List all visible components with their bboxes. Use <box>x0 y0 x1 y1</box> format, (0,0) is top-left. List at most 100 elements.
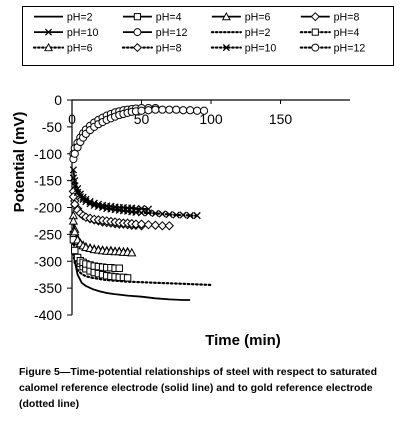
legend-swatch-marker <box>310 12 320 22</box>
y-tick-label: -400 <box>34 307 62 323</box>
data-point <box>179 211 187 219</box>
data-point <box>158 210 167 218</box>
legend-swatch-marker <box>311 43 320 52</box>
legend-entry: pH=12 <box>122 27 188 39</box>
legend-entry: pH=2 <box>210 27 271 39</box>
data-point <box>70 226 80 236</box>
legend-swatch-marker <box>133 13 142 21</box>
data-point <box>98 203 107 212</box>
legend-label: pH=10 <box>245 42 277 54</box>
legend-label: pH=12 <box>156 27 188 39</box>
data-point <box>137 106 146 115</box>
data-point <box>136 219 147 229</box>
data-point <box>123 274 132 282</box>
legend-swatch-marker <box>44 42 53 52</box>
series-gold-pH-8 <box>68 192 175 231</box>
x-tick-label: 0 <box>68 111 76 127</box>
data-point <box>71 182 79 190</box>
y-axis-title: Potential (mV) <box>11 112 28 213</box>
y-tick-label: -100 <box>34 146 62 162</box>
legend-label: pH=2 <box>67 12 93 24</box>
legend-label: pH=8 <box>156 42 182 54</box>
chart-legend: pH=2 pH=4 pH=6 pH=8 pH=10 pH=12 pH=2 pH=4 pH=6 pH… <box>22 6 394 66</box>
data-point <box>186 106 195 115</box>
y-tick-label: -250 <box>34 226 62 242</box>
data-point <box>115 264 123 272</box>
legend-swatch-marker <box>132 43 142 53</box>
legend-entry: pH=10 <box>34 27 99 39</box>
data-point <box>199 106 209 115</box>
x-tick-label: 100 <box>199 111 223 127</box>
series-gold-pH-4 <box>69 236 123 272</box>
series-calomel-pH-10 <box>69 166 153 213</box>
data-point <box>127 247 137 257</box>
legend-entry: pH=2 <box>34 12 93 24</box>
legend-entry: pH=8 <box>300 12 360 24</box>
data-point <box>82 197 90 206</box>
x-tick-label: 150 <box>269 111 293 127</box>
data-point <box>193 106 202 115</box>
data-point <box>86 200 94 208</box>
data-point <box>151 209 160 218</box>
data-point <box>143 219 154 230</box>
data-point <box>172 211 180 219</box>
y-tick-label: -300 <box>34 253 62 269</box>
legend-entry: pH=6 <box>211 11 271 24</box>
data-point <box>71 246 79 255</box>
data-point <box>165 105 174 114</box>
legend-label: pH=6 <box>67 42 93 54</box>
series-gold-pH-12 <box>69 105 209 164</box>
data-point <box>150 220 161 230</box>
legend-entry: pH=10 <box>210 42 277 54</box>
series-gold-pH-6 <box>68 216 137 257</box>
legend-label: pH=12 <box>334 42 366 54</box>
data-point <box>165 210 173 219</box>
series-line <box>72 252 213 286</box>
data-point <box>172 105 181 114</box>
data-point <box>90 201 98 210</box>
legend-entry: pH=4 <box>122 12 182 24</box>
data-point <box>179 106 188 115</box>
data-point <box>68 216 79 225</box>
data-point <box>157 221 168 231</box>
data-point <box>73 188 82 197</box>
data-point <box>69 166 78 174</box>
data-point <box>137 209 146 217</box>
y-tick-label: -200 <box>34 200 62 216</box>
data-point <box>186 211 194 220</box>
x-axis-title: Time (min) <box>205 332 281 349</box>
legend-entry: pH=6 <box>32 42 93 54</box>
legend-label: pH=6 <box>245 12 271 24</box>
legend-swatch-marker <box>221 11 231 21</box>
legend-label: pH=2 <box>245 27 271 39</box>
legend-label: pH=4 <box>334 27 360 39</box>
data-point <box>164 221 175 231</box>
legend-label: pH=8 <box>334 12 360 24</box>
data-point <box>151 105 160 114</box>
data-point <box>69 174 78 182</box>
legend-swatch-marker <box>133 28 142 37</box>
series-gold-pH-2 <box>72 252 213 286</box>
y-tick-label: -50 <box>42 119 62 135</box>
series-line <box>72 242 191 301</box>
y-tick-label: -350 <box>34 280 62 296</box>
figure-caption: Figure 5—Time-potential relationships of… <box>19 366 378 410</box>
legend-label: pH=10 <box>67 27 99 39</box>
legend-label: pH=4 <box>156 12 182 24</box>
legend-swatch-marker <box>222 44 230 52</box>
legend-entry: pH=4 <box>299 27 360 39</box>
series-calomel-pH-2 <box>72 242 191 301</box>
y-tick-label: -150 <box>34 173 62 189</box>
series-gold-pH-10 <box>69 174 201 220</box>
legend-entry: pH=12 <box>299 42 366 54</box>
legend-swatch-marker <box>311 28 319 36</box>
chart-series-layer <box>68 103 213 301</box>
data-point <box>94 202 103 211</box>
y-tick-label: 0 <box>54 92 62 108</box>
data-point <box>193 211 201 220</box>
legend-entry: pH=8 <box>121 42 182 54</box>
legend-swatch-marker <box>44 28 53 36</box>
data-point <box>144 106 153 115</box>
